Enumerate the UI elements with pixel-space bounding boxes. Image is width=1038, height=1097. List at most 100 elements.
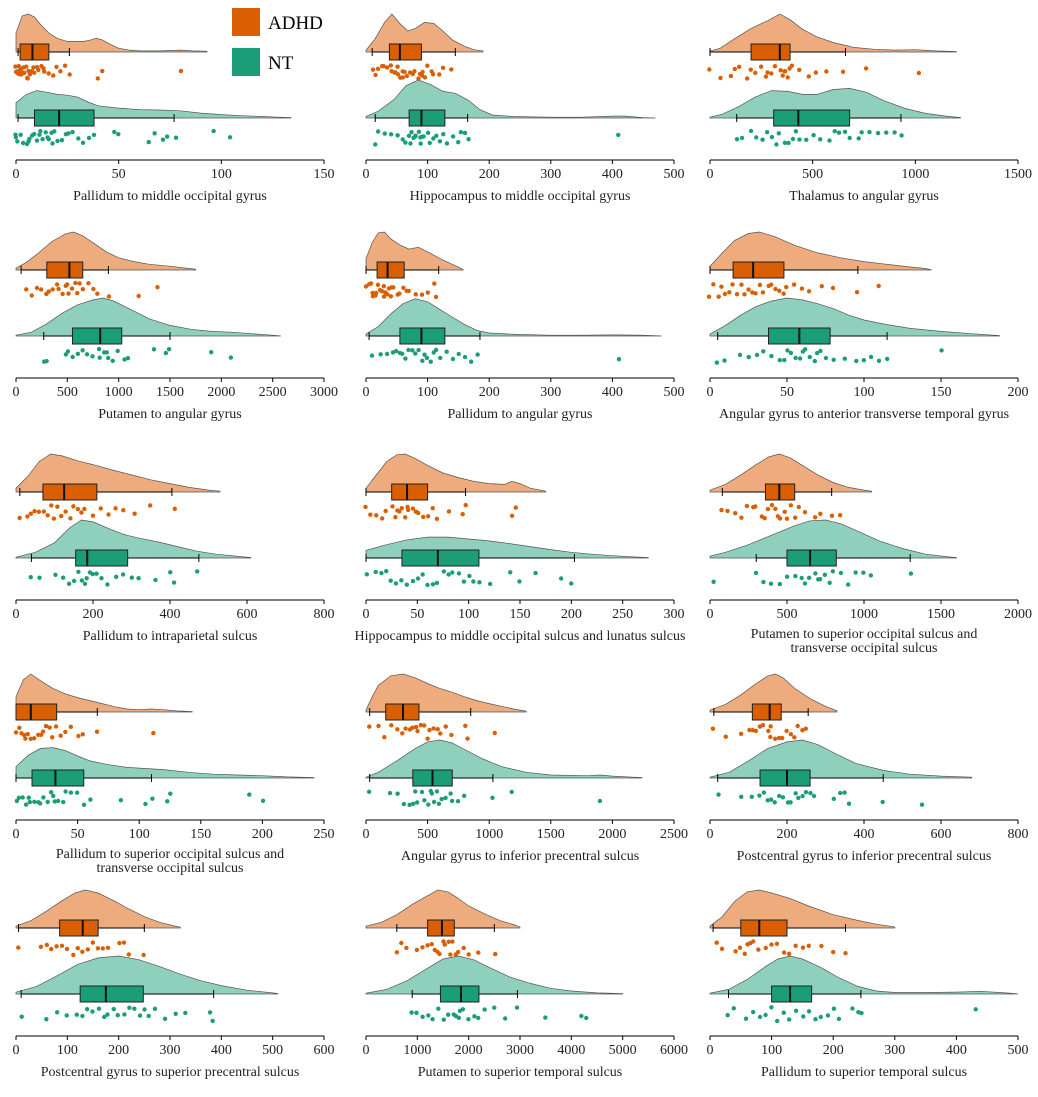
- nt-point-13-4: [74, 1012, 79, 1017]
- nt-point-11-4: [407, 802, 412, 807]
- adhd-point-6-17: [773, 286, 778, 292]
- adhd-point-13-8: [75, 946, 80, 951]
- nt-point-6-16: [812, 358, 818, 364]
- adhd-point-2-20: [416, 76, 421, 81]
- x-tick-label-14-2: 2000: [455, 1043, 483, 1058]
- adhd-point-3-20: [797, 67, 802, 73]
- nt-point-8-7: [404, 582, 410, 587]
- adhd-point-1-13: [25, 76, 30, 81]
- adhd-point-14-9: [437, 951, 442, 957]
- adhd-point-14-5: [425, 943, 430, 948]
- adhd-point-6-19: [781, 291, 786, 296]
- x-tick-label-6-2: 100: [854, 385, 875, 400]
- adhd-point-15-10: [769, 942, 774, 947]
- x-tick-label-8-4: 200: [561, 607, 582, 622]
- adhd-point-15-19: [843, 951, 848, 956]
- nt-point-12-15: [803, 790, 809, 795]
- x-tick-label-12-0: 0: [707, 827, 714, 842]
- nt-point-13-13: [122, 1012, 127, 1017]
- nt-point-12-0: [716, 792, 721, 797]
- nt-point-9-10: [813, 571, 818, 576]
- nt-point-1-9: [32, 131, 37, 137]
- nt-density-11: [365, 739, 643, 779]
- adhd-point-10-19: [80, 732, 85, 737]
- nt-point-4-18: [151, 347, 157, 352]
- adhd-point-9-19: [802, 510, 808, 515]
- nt-point-15-18: [850, 1006, 855, 1011]
- adhd-point-7-14: [75, 506, 81, 512]
- x-tick-label-5-4: 400: [602, 385, 623, 400]
- nt-point-8-14: [441, 569, 447, 574]
- nt-point-10-11: [48, 790, 54, 795]
- x-tick-label-2-1: 100: [417, 167, 438, 182]
- adhd-point-6-3: [719, 284, 724, 289]
- adhd-point-6-9: [742, 292, 747, 297]
- nt-point-15-9: [786, 1017, 792, 1022]
- adhd-point-12-12: [776, 735, 782, 741]
- nt-point-13-8: [96, 1006, 102, 1011]
- nt-point-8-15: [446, 572, 451, 577]
- x-tick-label-13-3: 300: [160, 1043, 181, 1058]
- x-tick-label-3-1: 500: [802, 167, 823, 182]
- nt-point-1-37: [227, 135, 233, 140]
- nt-point-13-17: [142, 1007, 147, 1012]
- adhd-point-4-7: [54, 282, 60, 287]
- nt-point-12-16: [808, 790, 813, 796]
- x-tick-label-10-4: 200: [252, 827, 273, 842]
- adhd-point-11-18: [443, 724, 448, 729]
- adhd-point-6-1: [711, 282, 716, 287]
- x-tick-label-13-5: 500: [262, 1043, 283, 1058]
- adhd-point-9-18: [796, 504, 802, 510]
- nt-point-2-29: [466, 137, 471, 142]
- adhd-point-5-20: [401, 285, 406, 290]
- adhd-point-9-17: [793, 515, 798, 520]
- nt-point-10-6: [32, 799, 37, 804]
- nt-point-6-9: [785, 348, 790, 353]
- nt-point-3-28: [899, 133, 904, 138]
- adhd-point-13-15: [117, 940, 122, 946]
- adhd-point-3-4: [736, 64, 742, 70]
- adhd-point-5-27: [433, 294, 439, 300]
- nt-point-5-9: [410, 348, 415, 353]
- nt-point-12-9: [780, 795, 786, 800]
- adhd-point-4-22: [136, 293, 141, 299]
- nt-point-10-16: [63, 789, 68, 794]
- adhd-point-8-1: [368, 512, 373, 517]
- nt-point-11-23: [509, 789, 514, 795]
- nt-point-2-24: [444, 141, 450, 146]
- adhd-point-3-19: [789, 63, 795, 68]
- adhd-point-8-20: [446, 509, 452, 514]
- nt-point-3-19: [836, 130, 842, 135]
- x-label-3: Thalamus to angular gyrus: [789, 189, 939, 204]
- nt-point-12-8: [776, 793, 782, 799]
- nt-point-10-3: [23, 802, 29, 807]
- x-label-10: Pallidum to superior occipital sulcus an…: [56, 847, 284, 862]
- nt-point-6-6: [769, 353, 774, 359]
- adhd-point-2-28: [437, 72, 442, 77]
- adhd-point-6-2: [716, 294, 721, 299]
- nt-point-13-11: [111, 1006, 116, 1012]
- nt-point-6-11: [793, 355, 798, 361]
- adhd-box-4: [46, 261, 84, 279]
- adhd-point-14-16: [455, 949, 461, 955]
- adhd-point-7-10: [59, 513, 64, 519]
- adhd-point-12-3: [747, 727, 752, 733]
- adhd-point-9-13: [777, 516, 783, 521]
- nt-point-2-28: [462, 130, 468, 136]
- nt-point-6-8: [782, 357, 787, 363]
- adhd-point-12-14: [784, 728, 789, 734]
- adhd-point-2-16: [404, 73, 410, 79]
- adhd-density-7: [15, 453, 221, 493]
- nt-point-6-0: [714, 360, 720, 365]
- adhd-point-6-16: [769, 282, 774, 287]
- adhd-point-11-14: [427, 727, 432, 733]
- adhd-point-10-12: [47, 725, 52, 730]
- adhd-point-11-16: [435, 727, 440, 732]
- nt-point-14-21: [579, 1013, 584, 1019]
- x-tick-label-2-3: 300: [540, 167, 561, 182]
- nt-point-9-6: [793, 573, 798, 579]
- adhd-box-10: [15, 703, 58, 721]
- nt-point-14-3: [426, 1013, 431, 1018]
- adhd-point-11-9: [413, 724, 419, 730]
- nt-point-11-10: [426, 802, 431, 807]
